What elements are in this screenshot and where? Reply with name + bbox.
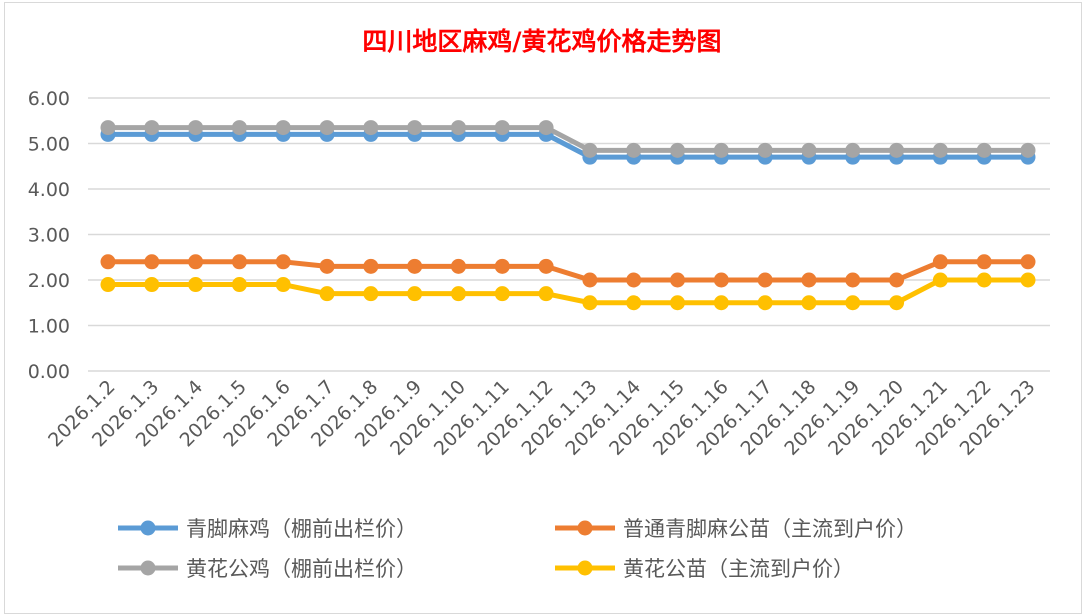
y-tick-label: 2.00 bbox=[28, 270, 70, 292]
series-3 bbox=[100, 272, 1036, 311]
data-point bbox=[626, 272, 642, 288]
data-point bbox=[188, 277, 204, 293]
data-point bbox=[363, 286, 379, 302]
data-point bbox=[932, 272, 948, 288]
data-point bbox=[100, 277, 116, 293]
data-point bbox=[757, 142, 773, 158]
data-point bbox=[582, 295, 598, 311]
data-point bbox=[319, 286, 335, 302]
data-point bbox=[144, 254, 160, 270]
legend-item: 普通青脚麻公苗（主流到户价） bbox=[555, 517, 917, 541]
data-point bbox=[538, 258, 554, 274]
data-point bbox=[932, 142, 948, 158]
legend-marker bbox=[577, 560, 593, 576]
data-point bbox=[670, 142, 686, 158]
data-point bbox=[407, 258, 423, 274]
data-point bbox=[319, 258, 335, 274]
series-line bbox=[108, 277, 1028, 306]
data-point bbox=[538, 120, 554, 136]
data-point bbox=[231, 277, 247, 293]
series-1 bbox=[100, 254, 1036, 288]
data-point bbox=[363, 120, 379, 136]
chart-frame bbox=[4, 2, 1082, 614]
chart-title: 四川地区麻鸡/黄花鸡价格走势图 bbox=[362, 27, 721, 56]
legend-marker bbox=[140, 520, 156, 536]
data-point bbox=[188, 254, 204, 270]
data-point bbox=[976, 142, 992, 158]
data-point bbox=[889, 272, 905, 288]
data-point bbox=[1020, 142, 1036, 158]
data-point bbox=[845, 142, 861, 158]
data-point bbox=[275, 254, 291, 270]
legend-marker bbox=[577, 520, 593, 536]
data-point bbox=[889, 142, 905, 158]
data-point bbox=[1020, 254, 1036, 270]
y-tick-label: 1.00 bbox=[28, 316, 70, 338]
data-point bbox=[889, 295, 905, 311]
series-line bbox=[108, 125, 1028, 153]
data-point bbox=[100, 254, 116, 270]
data-point bbox=[144, 120, 160, 136]
data-point bbox=[231, 254, 247, 270]
data-point bbox=[670, 272, 686, 288]
data-point bbox=[582, 142, 598, 158]
series-2 bbox=[100, 120, 1036, 158]
data-point bbox=[670, 295, 686, 311]
data-point bbox=[231, 120, 247, 136]
data-point bbox=[407, 120, 423, 136]
data-point bbox=[757, 272, 773, 288]
y-tick-label: 0.00 bbox=[28, 361, 70, 383]
legend-marker bbox=[140, 560, 156, 576]
data-point bbox=[626, 295, 642, 311]
legend-item: 青脚麻鸡（棚前出栏价） bbox=[118, 517, 417, 541]
data-point bbox=[319, 120, 335, 136]
data-point bbox=[275, 120, 291, 136]
data-point bbox=[188, 120, 204, 136]
data-point bbox=[538, 286, 554, 302]
data-point bbox=[582, 272, 598, 288]
data-point bbox=[100, 120, 116, 136]
data-point bbox=[450, 120, 466, 136]
legend-label: 普通青脚麻公苗（主流到户价） bbox=[623, 517, 917, 541]
data-point bbox=[450, 286, 466, 302]
series-line bbox=[108, 259, 1028, 283]
legend-item: 黄花公鸡（棚前出栏价） bbox=[118, 557, 417, 581]
data-point bbox=[713, 142, 729, 158]
data-point bbox=[494, 258, 510, 274]
legend-label: 黄花公苗（主流到户价） bbox=[623, 557, 854, 581]
data-point bbox=[801, 295, 817, 311]
data-point bbox=[494, 120, 510, 136]
data-point bbox=[713, 272, 729, 288]
data-point bbox=[450, 258, 466, 274]
data-point bbox=[407, 286, 423, 302]
data-point bbox=[494, 286, 510, 302]
series-line bbox=[108, 131, 1028, 160]
y-tick-label: 3.00 bbox=[28, 225, 70, 247]
data-point bbox=[713, 295, 729, 311]
legend-label: 青脚麻鸡（棚前出栏价） bbox=[186, 517, 417, 541]
data-point bbox=[626, 142, 642, 158]
legend-label: 黄花公鸡（棚前出栏价） bbox=[186, 557, 417, 581]
data-point bbox=[976, 254, 992, 270]
data-point bbox=[801, 272, 817, 288]
legend-item: 黄花公苗（主流到户价） bbox=[555, 557, 854, 581]
data-point bbox=[275, 277, 291, 293]
data-point bbox=[363, 258, 379, 274]
y-tick-label: 5.00 bbox=[28, 134, 70, 156]
y-tick-label: 6.00 bbox=[28, 88, 70, 110]
data-point bbox=[932, 254, 948, 270]
data-point bbox=[757, 295, 773, 311]
data-point bbox=[845, 295, 861, 311]
data-point bbox=[976, 272, 992, 288]
data-point bbox=[845, 272, 861, 288]
data-point bbox=[144, 277, 160, 293]
data-point bbox=[1020, 272, 1036, 288]
y-tick-label: 4.00 bbox=[28, 179, 70, 201]
data-point bbox=[801, 142, 817, 158]
